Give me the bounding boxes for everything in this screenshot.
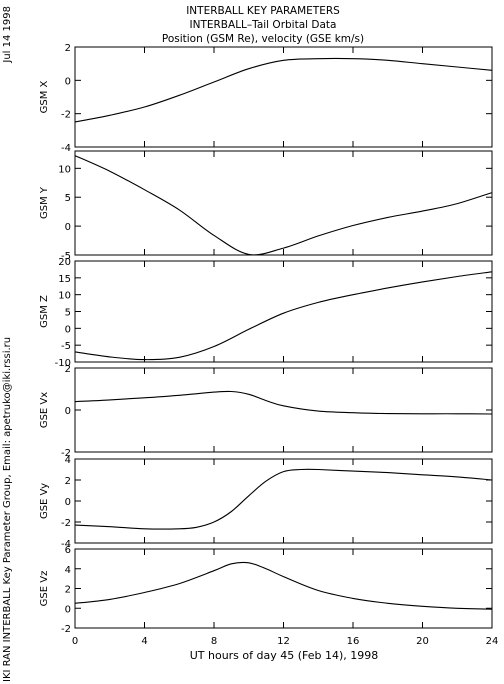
y-tick-label: 4 xyxy=(65,565,71,576)
panel-4: GSE Vy -4 -2 0 2 4 xyxy=(39,455,493,550)
y-tick-label: 5 xyxy=(65,193,71,204)
panel-1: GSM Y -5 0 5 10 xyxy=(39,150,493,262)
y-tick-label: -2 xyxy=(61,110,71,121)
y-tick-label: 10 xyxy=(58,291,71,302)
y-tick-label: 0 xyxy=(65,222,71,233)
series-line-gsm-y xyxy=(74,155,493,256)
y-tick-label: 2 xyxy=(65,476,71,487)
y-tick-label: 2 xyxy=(65,585,71,596)
date-stamp: Jul 14 1998 xyxy=(2,6,13,64)
y-tick-label: 0 xyxy=(65,604,71,615)
y-tick-label: 0 xyxy=(65,406,71,417)
y-tick-label: 20 xyxy=(58,257,71,268)
x-tick-label: 24 xyxy=(486,636,499,647)
x-tick-label: 12 xyxy=(277,636,290,647)
series-line-gsm-z xyxy=(74,271,493,361)
y-tick-label: 6 xyxy=(65,545,71,556)
panel-frame xyxy=(74,367,493,453)
figure-title: INTERBALL KEY PARAMETERS xyxy=(186,5,340,17)
y-tick-label: -2 xyxy=(61,624,71,635)
y-axis-label: GSM Z xyxy=(39,295,50,328)
y-tick-label: 0 xyxy=(65,76,71,87)
y-tick-label: -4 xyxy=(61,539,71,550)
series-line-gse-vy xyxy=(74,468,493,530)
y-tick-label: -5 xyxy=(61,251,71,262)
panel-frame xyxy=(74,150,493,256)
y-axis-label: GSE Vy xyxy=(39,483,50,519)
y-tick-label: 5 xyxy=(65,308,71,319)
y-tick-label: 0 xyxy=(65,497,71,508)
y-tick-label: 15 xyxy=(58,274,71,285)
panel-3: GSE Vx -2 0 2 xyxy=(39,364,493,459)
y-axis-label: GSE Vz xyxy=(39,571,50,607)
series-line-gsm-x xyxy=(74,57,493,123)
x-tick-label: 0 xyxy=(72,636,78,647)
series-line-gse-vx xyxy=(74,390,493,415)
credit-line: IKI RAN INTERBALL Key Parameter Group, E… xyxy=(2,337,13,682)
x-tick-label: 8 xyxy=(211,636,217,647)
figure-units-line: Position (GSM Re), velocity (GSE km/s) xyxy=(162,33,364,45)
series-line-gse-vz xyxy=(74,561,493,610)
y-tick-label: -10 xyxy=(55,358,71,369)
y-axis-label: GSE Vx xyxy=(39,392,50,428)
panel-frame xyxy=(74,46,493,148)
y-axis-label: GSM X xyxy=(39,80,50,113)
y-tick-label: -2 xyxy=(61,448,71,459)
x-tick-label: 20 xyxy=(416,636,429,647)
panel-2: GSM Z -10 -5 0 5 10 15 20 xyxy=(39,257,493,369)
panel-frame xyxy=(74,260,493,363)
figure-subtitle: INTERBALL–Tail Orbital Data xyxy=(190,19,337,31)
y-tick-label: -4 xyxy=(61,143,71,154)
y-tick-label: 10 xyxy=(58,164,71,175)
y-axis-label: GSM Y xyxy=(39,186,50,219)
panel-frame xyxy=(74,548,493,629)
y-tick-label: 4 xyxy=(65,455,71,466)
y-tick-label: 2 xyxy=(65,364,71,375)
x-axis-label: UT hours of day 45 (Feb 14), 1998 xyxy=(190,649,379,662)
x-tick-label: 16 xyxy=(347,636,360,647)
panel-0: GSM X -4 -2 0 2 xyxy=(39,43,493,154)
y-tick-label: 0 xyxy=(65,324,71,335)
y-tick-label: -2 xyxy=(61,518,71,529)
y-tick-label: -5 xyxy=(61,341,71,352)
y-tick-label: 2 xyxy=(65,43,71,54)
x-tick-label: 4 xyxy=(141,636,147,647)
